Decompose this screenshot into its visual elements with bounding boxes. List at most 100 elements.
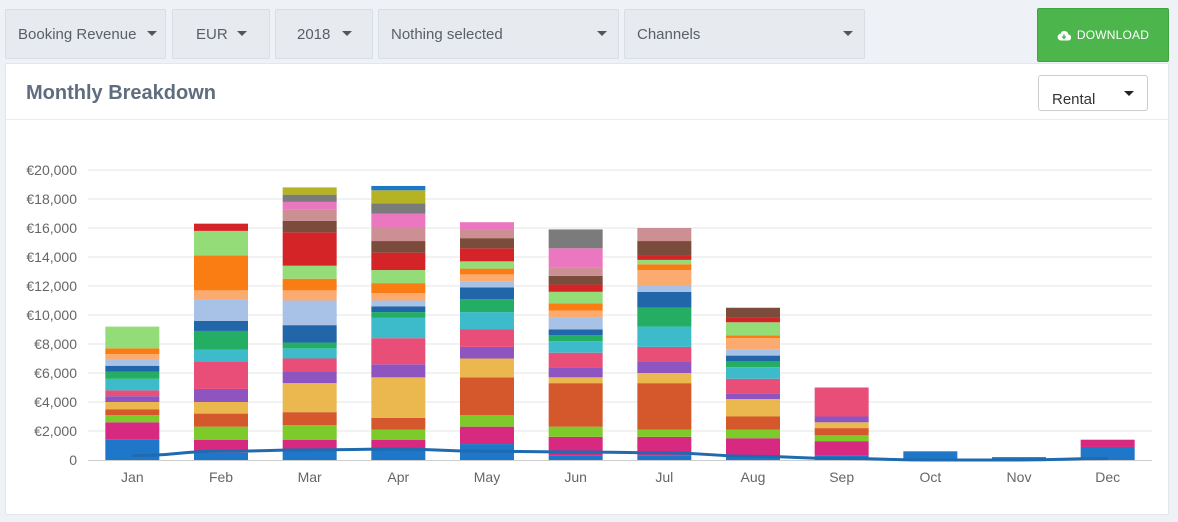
bar-segment [194,255,248,291]
bar-segment [371,190,426,204]
metric-dropdown[interactable]: Booking Revenue [5,9,166,59]
bar-segment [726,349,780,356]
bar-segment [282,425,337,440]
chevron-down-icon [342,31,352,36]
bar-segment [814,387,869,417]
bar-segment [548,367,603,378]
bar-segment [637,259,692,265]
bar-segment [726,393,780,400]
bar-segment [637,455,692,460]
bar-segment [282,194,337,202]
bar-segment [637,361,692,373]
bar-segment [194,361,248,389]
x-tick-label: Feb [209,469,233,485]
channels-dropdown[interactable]: Channels [624,9,865,59]
bar-segment [548,335,603,342]
bar-segment [460,281,514,288]
bar-segment [637,383,692,430]
channels-label: Channels [637,25,701,43]
bar-segment [105,415,160,423]
x-tick-label: Jul [655,469,673,485]
bar-segment [548,352,603,368]
bar-segment [726,335,780,339]
bar-segment [637,264,692,271]
bar-segment [282,348,337,359]
filter-toolbar: Booking Revenue EUR 2018 Nothing selecte… [0,0,1178,62]
bar-segment [637,307,692,327]
bar-segment [460,274,514,282]
bar-segment [548,248,603,268]
bar-segment [460,377,514,416]
bar-segment [105,354,160,360]
chevron-down-icon [147,31,157,36]
chevron-down-icon [1124,91,1134,96]
download-button[interactable]: DOWNLOAD [1037,8,1169,62]
bar-segment [548,317,603,330]
bar-segment [460,238,514,249]
bar-segment [282,300,337,326]
bar-segment [1080,446,1135,460]
property-filter-dropdown[interactable]: Nothing selected [378,9,619,59]
bar-segment [637,286,692,292]
y-tick-label: €4,000 [34,394,77,410]
bar-segment [371,185,426,191]
bar-segment [460,415,514,427]
x-tick-label: Jun [564,469,587,485]
bar-segment [194,330,248,350]
bar-segment [460,268,514,275]
y-tick-label: €10,000 [26,307,77,323]
metric-label: Booking Revenue [18,25,137,43]
bar-segment [726,367,780,379]
bar-segment [460,426,514,445]
bar-segment [726,429,780,439]
bar-segment [371,312,426,318]
bar-segment [282,232,337,266]
bar-segment [194,426,248,440]
bar-segment [1080,439,1135,447]
bar-segment [726,317,780,323]
bar-segment [105,390,160,397]
bar-segment [282,342,337,349]
bar-segment [726,399,780,417]
bar-segment [726,338,780,350]
x-tick-label: Sep [829,469,854,485]
bar-segment [282,187,337,195]
bar-segment [194,230,248,256]
property-filter-label: Nothing selected [391,25,503,43]
bar-segment [371,439,426,450]
bar-segment [371,228,426,242]
bar-segment [105,422,160,440]
bar-segment [105,359,160,366]
bar-segment [726,438,780,456]
year-dropdown[interactable]: 2018 [275,9,373,59]
bar-segment [194,388,248,402]
bar-segment [194,223,248,231]
card-title: Monthly Breakdown [26,82,217,104]
y-tick-label: €8,000 [34,336,77,352]
bar-segment [637,228,692,242]
bar-segment [105,348,160,355]
bar-segment [460,287,514,300]
monthly-breakdown-chart: 0 €2,000 €4,000 €6,000 €8,000 €10,000 €12,000 €… [26,162,1152,485]
bar-segment [726,355,780,362]
bar-segment [460,248,514,262]
bar-segment [282,412,337,426]
bar-segment [726,307,780,318]
bar-segment [548,329,603,336]
bar-segment [282,220,337,233]
bar-segment [371,203,426,214]
breakdown-type-select[interactable]: Rental [1038,75,1148,111]
currency-dropdown[interactable]: EUR [172,9,270,59]
cloud-download-icon [1057,30,1071,41]
bar-segment [460,222,514,230]
bar-segment [194,320,248,331]
bar-segment [814,416,869,423]
bar-segment [637,291,692,308]
bar-segment [371,241,426,253]
y-tick-label: €14,000 [26,249,77,265]
bar-segment [371,429,426,440]
bar-segment [460,346,514,359]
bar-segment [282,439,337,450]
x-tick-label: Aug [741,469,766,485]
breakdown-type-value: Rental [1052,91,1096,108]
